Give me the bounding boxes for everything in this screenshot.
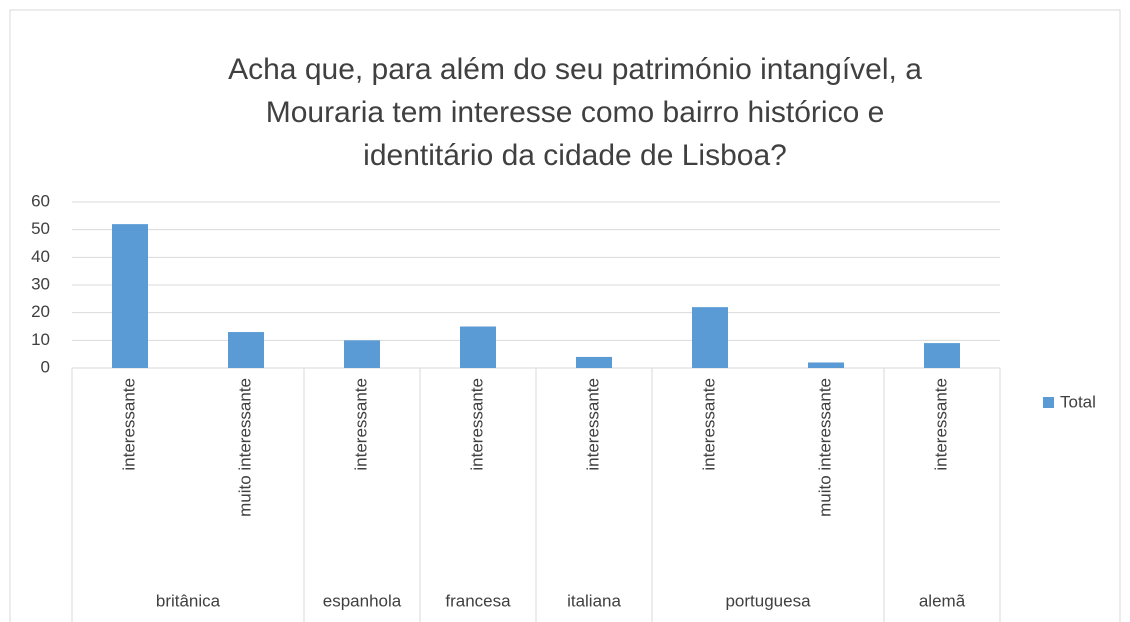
y-tick-label: 0 [41, 357, 50, 376]
bar [344, 340, 380, 368]
chart-frame [9, 9, 1121, 622]
bar [924, 343, 960, 368]
group-label: italiana [567, 591, 621, 610]
y-tick-label: 20 [31, 302, 50, 321]
group-label: britânica [156, 591, 221, 610]
x-tick-label: muito interessante [815, 378, 834, 517]
chart-title: Acha que, para além do seu património in… [228, 53, 922, 172]
x-tick-label: interessante [351, 378, 370, 471]
x-tick-label: interessante [699, 378, 718, 471]
bar [460, 326, 496, 368]
x-tick-label: interessante [583, 378, 602, 471]
y-tick-label: 50 [31, 219, 50, 238]
y-tick-label: 40 [31, 247, 50, 266]
legend-swatch [1043, 397, 1054, 408]
bar [112, 224, 148, 368]
y-tick-label: 30 [31, 274, 50, 293]
bar [228, 332, 264, 368]
y-tick-label: 10 [31, 330, 50, 349]
y-tick-label: 60 [31, 191, 50, 210]
bar [692, 307, 728, 368]
x-tick-label: interessante [119, 378, 138, 471]
group-label: portuguesa [725, 591, 811, 610]
group-label: alemã [919, 591, 966, 610]
legend-label: Total [1060, 392, 1096, 411]
group-label: francesa [445, 591, 511, 610]
bar [808, 362, 844, 368]
bar [576, 356, 612, 368]
group-label: espanhola [323, 591, 402, 610]
x-tick-label: interessante [467, 378, 486, 471]
x-tick-label: interessante [931, 378, 950, 471]
x-tick-label: muito interessante [235, 378, 254, 517]
